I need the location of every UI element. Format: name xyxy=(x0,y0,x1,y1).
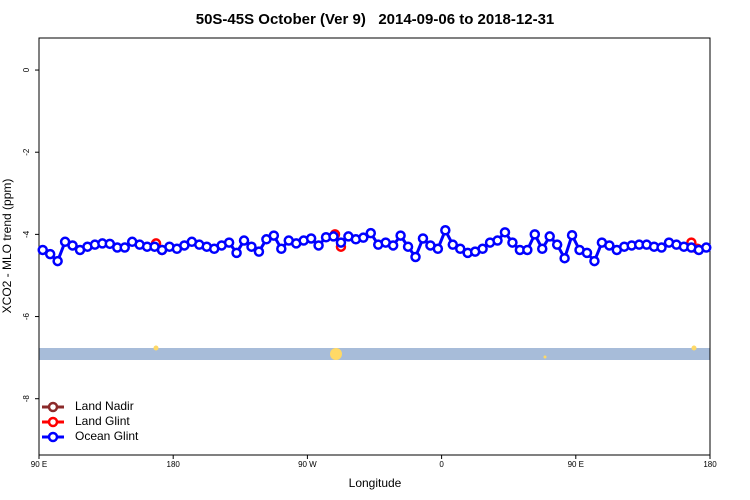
point xyxy=(410,251,421,263)
point xyxy=(67,240,78,251)
point xyxy=(477,243,488,255)
point xyxy=(328,231,339,242)
legend-marker xyxy=(47,431,59,443)
y-tick-label: 0 xyxy=(22,67,31,72)
point xyxy=(544,231,555,242)
point xyxy=(701,242,712,253)
point xyxy=(417,233,429,244)
point xyxy=(52,255,63,267)
coverage-band xyxy=(39,348,710,360)
point xyxy=(559,252,570,264)
y-tick-label: -2 xyxy=(22,148,31,156)
point xyxy=(119,242,130,253)
point xyxy=(387,240,399,251)
coverage-spot xyxy=(691,345,697,351)
point xyxy=(492,235,503,246)
x-tick-label: 0 xyxy=(439,460,444,469)
point xyxy=(44,248,56,260)
x-tick-label: 180 xyxy=(703,460,717,469)
x-tick-label: 90 E xyxy=(568,460,584,469)
point xyxy=(440,225,451,236)
coverage-spot xyxy=(153,345,159,351)
point xyxy=(223,237,235,248)
point xyxy=(246,241,257,252)
point xyxy=(529,229,541,240)
legend-label: Land Glint xyxy=(75,414,130,428)
point xyxy=(581,247,593,259)
x-tick-label: 90 W xyxy=(298,460,317,469)
point xyxy=(402,241,414,252)
legend-label: Ocean Glint xyxy=(75,429,139,443)
point xyxy=(454,243,466,255)
point xyxy=(447,239,459,250)
y-tick-label: -6 xyxy=(22,312,31,320)
point xyxy=(238,235,250,246)
y-axis-label: XCO2 - MLO trend (ppm) xyxy=(0,179,14,314)
point xyxy=(358,232,369,243)
point xyxy=(365,227,377,239)
point xyxy=(551,239,563,250)
point xyxy=(566,229,578,241)
coverage-spot xyxy=(543,355,547,359)
point xyxy=(335,237,347,248)
point xyxy=(37,244,48,256)
point xyxy=(522,244,533,256)
point xyxy=(268,230,280,241)
legend-label: Land Nadir xyxy=(75,399,134,413)
x-tick-label: 180 xyxy=(167,460,181,469)
point xyxy=(313,240,324,251)
point xyxy=(507,237,518,248)
point xyxy=(276,243,287,255)
point xyxy=(537,243,548,255)
y-tick-label: -4 xyxy=(22,230,31,238)
y-tick-label: -8 xyxy=(22,395,31,403)
point xyxy=(656,242,667,253)
point xyxy=(499,227,511,238)
legend-marker xyxy=(47,401,59,413)
point xyxy=(253,246,265,257)
chart-title: 50S-45S October (Ver 9) 2014-09-06 to 20… xyxy=(196,11,555,28)
point xyxy=(231,247,242,259)
plot xyxy=(37,225,712,267)
legend-marker xyxy=(47,416,59,428)
point xyxy=(395,230,406,241)
point xyxy=(305,233,317,244)
point xyxy=(432,243,444,255)
point xyxy=(589,255,600,267)
x-axis-label: Longitude xyxy=(349,476,402,490)
x-tick-label: 90 E xyxy=(31,460,47,469)
coverage-spot xyxy=(330,348,342,360)
point xyxy=(604,240,615,251)
